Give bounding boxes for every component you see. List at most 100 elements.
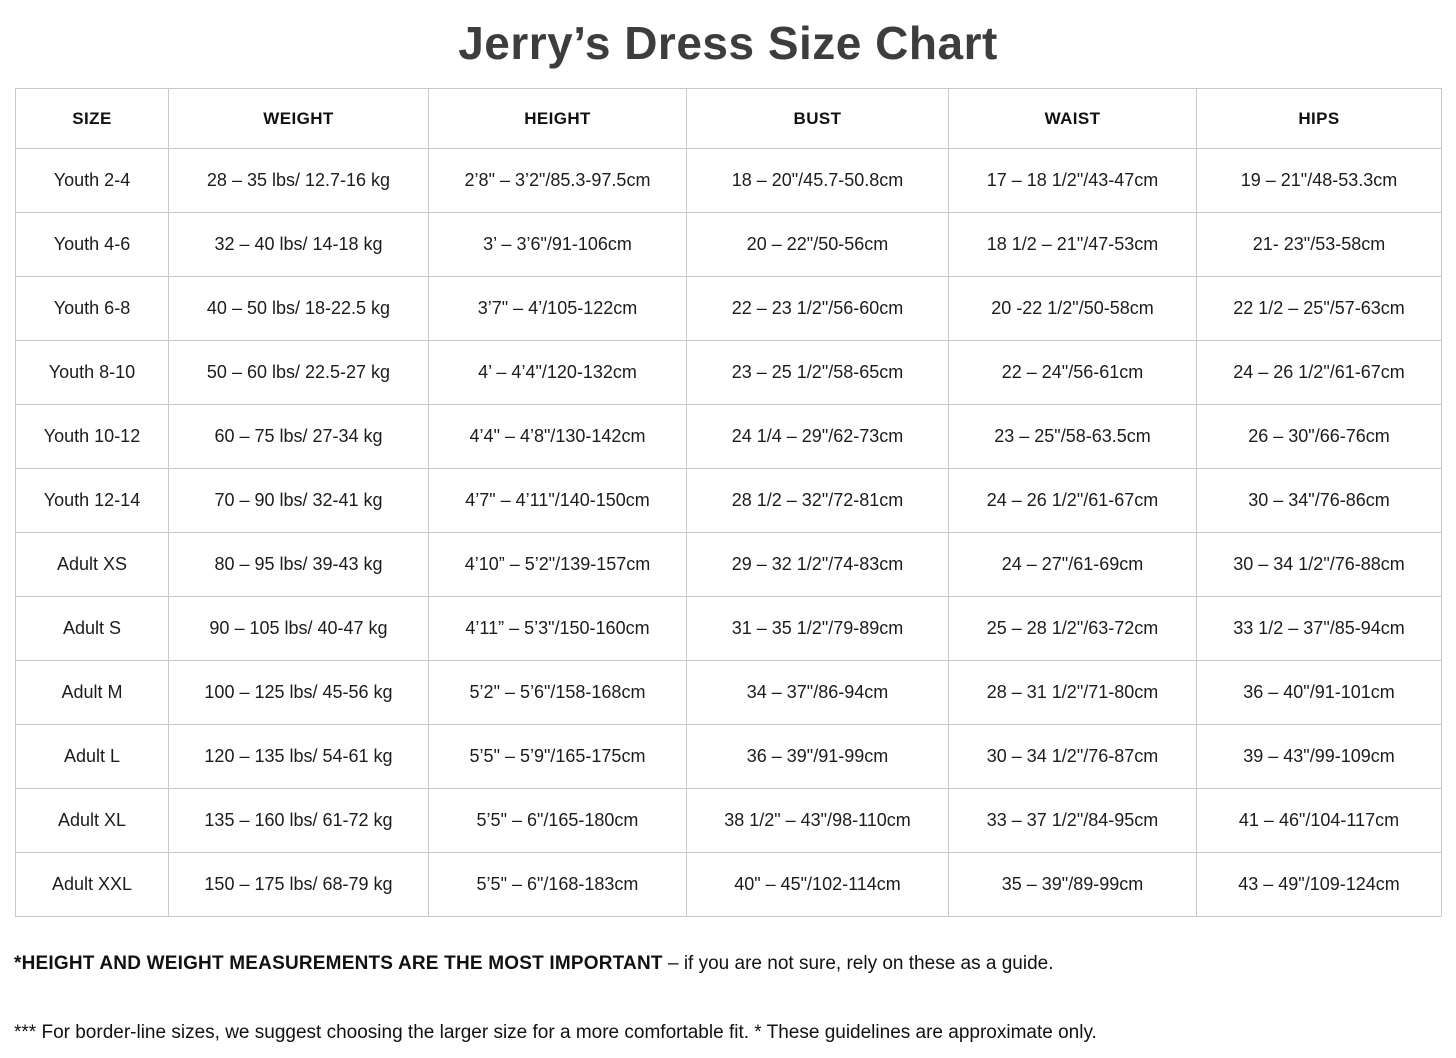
header-waist: WAIST: [948, 88, 1197, 149]
table-row: Youth 12-14 70 – 90 lbs/ 32-41 kg 4’7" – 4…: [15, 468, 1442, 533]
cell-height: 4’ – 4’4"/120-132cm: [428, 340, 687, 405]
footnote-measurements-bold: *HEIGHT AND WEIGHT MEASUREMENTS ARE THE …: [14, 953, 663, 974]
cell-height: 3’7" – 4’/105-122cm: [428, 276, 687, 341]
cell-height: 4’11” – 5’3"/150-160cm: [428, 596, 687, 661]
cell-bust: 22 – 23 1/2"/56-60cm: [686, 276, 949, 341]
header-size: SIZE: [15, 88, 169, 149]
cell-size: Youth 10-12: [15, 404, 169, 469]
cell-hips: 33 1/2 – 37"/85-94cm: [1196, 596, 1442, 661]
cell-bust: 28 1/2 – 32"/72-81cm: [686, 468, 949, 533]
size-chart-table: SIZE WEIGHT HEIGHT BUST WAIST HIPS Youth…: [15, 88, 1442, 917]
header-weight: WEIGHT: [168, 88, 429, 149]
cell-waist: 17 – 18 1/2"/43-47cm: [948, 148, 1197, 213]
page-title: Jerry’s Dress Size Chart: [458, 17, 998, 69]
cell-size: Youth 8-10: [15, 340, 169, 405]
cell-height: 4’10” – 5’2"/139-157cm: [428, 532, 687, 597]
cell-size: Adult XS: [15, 532, 169, 597]
cell-hips: 22 1/2 – 25"/57-63cm: [1196, 276, 1442, 341]
cell-weight: 90 – 105 lbs/ 40-47 kg: [168, 596, 429, 661]
cell-weight: 70 – 90 lbs/ 32-41 kg: [168, 468, 429, 533]
cell-size: Adult L: [15, 724, 169, 789]
table-row: Adult XL 135 – 160 lbs/ 61-72 kg 5’5" – 6"…: [15, 788, 1442, 853]
cell-weight: 120 – 135 lbs/ 54-61 kg: [168, 724, 429, 789]
footnote-measurements: *HEIGHT AND WEIGHT MEASUREMENTS ARE THE …: [14, 953, 1442, 975]
cell-waist: 30 – 34 1/2"/76-87cm: [948, 724, 1197, 789]
cell-size: Adult S: [15, 596, 169, 661]
cell-size: Adult XXL: [15, 852, 169, 917]
cell-hips: 21- 23"/53-58cm: [1196, 212, 1442, 277]
cell-hips: 43 – 49"/109-124cm: [1196, 852, 1442, 917]
cell-bust: 34 – 37"/86-94cm: [686, 660, 949, 725]
cell-height: 5’2" – 5’6"/158-168cm: [428, 660, 687, 725]
header-row: SIZE WEIGHT HEIGHT BUST WAIST HIPS: [15, 88, 1442, 149]
cell-hips: 30 – 34 1/2"/76-88cm: [1196, 532, 1442, 597]
cell-size: Youth 12-14: [15, 468, 169, 533]
header-hips: HIPS: [1196, 88, 1442, 149]
table-row: Youth 10-12 60 – 75 lbs/ 27-34 kg 4’4" – 4…: [15, 404, 1442, 469]
cell-height: 5’5" – 5’9"/165-175cm: [428, 724, 687, 789]
table-header: SIZE WEIGHT HEIGHT BUST WAIST HIPS: [15, 88, 1442, 149]
cell-waist: 25 – 28 1/2"/63-72cm: [948, 596, 1197, 661]
cell-height: 2’8" – 3’2"/85.3-97.5cm: [428, 148, 687, 213]
cell-hips: 26 – 30"/66-76cm: [1196, 404, 1442, 469]
table-row: Adult XS 80 – 95 lbs/ 39-43 kg 4’10” – 5’2…: [15, 532, 1442, 597]
table-row: Youth 4-6 32 – 40 lbs/ 14-18 kg 3’ – 3’6"/…: [15, 212, 1442, 277]
cell-waist: 33 – 37 1/2"/84-95cm: [948, 788, 1197, 853]
cell-hips: 41 – 46"/104-117cm: [1196, 788, 1442, 853]
cell-waist: 24 – 27"/61-69cm: [948, 532, 1197, 597]
cell-size: Adult M: [15, 660, 169, 725]
cell-hips: 24 – 26 1/2"/61-67cm: [1196, 340, 1442, 405]
cell-height: 3’ – 3’6"/91-106cm: [428, 212, 687, 277]
table-row: Youth 2-4 28 – 35 lbs/ 12.7-16 kg 2’8" – 3…: [15, 148, 1442, 213]
cell-height: 4’7" – 4’11"/140-150cm: [428, 468, 687, 533]
cell-hips: 39 – 43"/99-109cm: [1196, 724, 1442, 789]
table-row: Adult S 90 – 105 lbs/ 40-47 kg 4’11” – 5’3…: [15, 596, 1442, 661]
cell-height: 5’5" – 6"/168-183cm: [428, 852, 687, 917]
cell-waist: 35 – 39"/89-99cm: [948, 852, 1197, 917]
cell-size: Adult XL: [15, 788, 169, 853]
cell-waist: 20 -22 1/2"/50-58cm: [948, 276, 1197, 341]
cell-weight: 28 – 35 lbs/ 12.7-16 kg: [168, 148, 429, 213]
cell-bust: 24 1/4 – 29"/62-73cm: [686, 404, 949, 469]
cell-bust: 36 – 39"/91-99cm: [686, 724, 949, 789]
table-row: Adult L 120 – 135 lbs/ 54-61 kg 5’5" – 5’9…: [15, 724, 1442, 789]
cell-waist: 24 – 26 1/2"/61-67cm: [948, 468, 1197, 533]
cell-weight: 32 – 40 lbs/ 14-18 kg: [168, 212, 429, 277]
cell-waist: 23 – 25"/58-63.5cm: [948, 404, 1197, 469]
cell-bust: 23 – 25 1/2"/58-65cm: [686, 340, 949, 405]
cell-weight: 50 – 60 lbs/ 22.5-27 kg: [168, 340, 429, 405]
table-row: Youth 6-8 40 – 50 lbs/ 18-22.5 kg 3’7" – 4…: [15, 276, 1442, 341]
cell-size: Youth 2-4: [15, 148, 169, 213]
cell-weight: 40 – 50 lbs/ 18-22.5 kg: [168, 276, 429, 341]
cell-waist: 28 – 31 1/2"/71-80cm: [948, 660, 1197, 725]
footnote-measurements-rest: – if you are not sure, rely on these as …: [662, 953, 1054, 974]
cell-weight: 80 – 95 lbs/ 39-43 kg: [168, 532, 429, 597]
cell-weight: 150 – 175 lbs/ 68-79 kg: [168, 852, 429, 917]
cell-bust: 31 – 35 1/2"/79-89cm: [686, 596, 949, 661]
cell-hips: 36 – 40"/91-101cm: [1196, 660, 1442, 725]
cell-height: 4’4" – 4’8"/130-142cm: [428, 404, 687, 469]
cell-bust: 38 1/2" – 43"/98-110cm: [686, 788, 949, 853]
header-bust: BUST: [686, 88, 949, 149]
cell-bust: 40" – 45"/102-114cm: [686, 852, 949, 917]
table-row: Youth 8-10 50 – 60 lbs/ 22.5-27 kg 4’ – 4’…: [15, 340, 1442, 405]
footnotes: *HEIGHT AND WEIGHT MEASUREMENTS ARE THE …: [14, 953, 1442, 1044]
cell-waist: 18 1/2 – 21"/47-53cm: [948, 212, 1197, 277]
cell-size: Youth 4-6: [15, 212, 169, 277]
cell-height: 5’5" – 6"/165-180cm: [428, 788, 687, 853]
cell-bust: 18 – 20"/45.7-50.8cm: [686, 148, 949, 213]
cell-bust: 29 – 32 1/2"/74-83cm: [686, 532, 949, 597]
cell-hips: 19 – 21"/48-53.3cm: [1196, 148, 1442, 213]
table-body: Youth 2-4 28 – 35 lbs/ 12.7-16 kg 2’8" – 3…: [15, 148, 1442, 917]
cell-hips: 30 – 34"/76-86cm: [1196, 468, 1442, 533]
table-row: Adult M 100 – 125 lbs/ 45-56 kg 5’2" – 5’6…: [15, 660, 1442, 725]
cell-bust: 20 – 22"/50-56cm: [686, 212, 949, 277]
table-row: Adult XXL 150 – 175 lbs/ 68-79 kg 5’5" – 6…: [15, 852, 1442, 917]
cell-weight: 60 – 75 lbs/ 27-34 kg: [168, 404, 429, 469]
footnote-borderline: *** For border-line sizes, we suggest ch…: [14, 1022, 1097, 1043]
cell-waist: 22 – 24"/56-61cm: [948, 340, 1197, 405]
cell-weight: 135 – 160 lbs/ 61-72 kg: [168, 788, 429, 853]
cell-size: Youth 6-8: [15, 276, 169, 341]
header-height: HEIGHT: [428, 88, 687, 149]
